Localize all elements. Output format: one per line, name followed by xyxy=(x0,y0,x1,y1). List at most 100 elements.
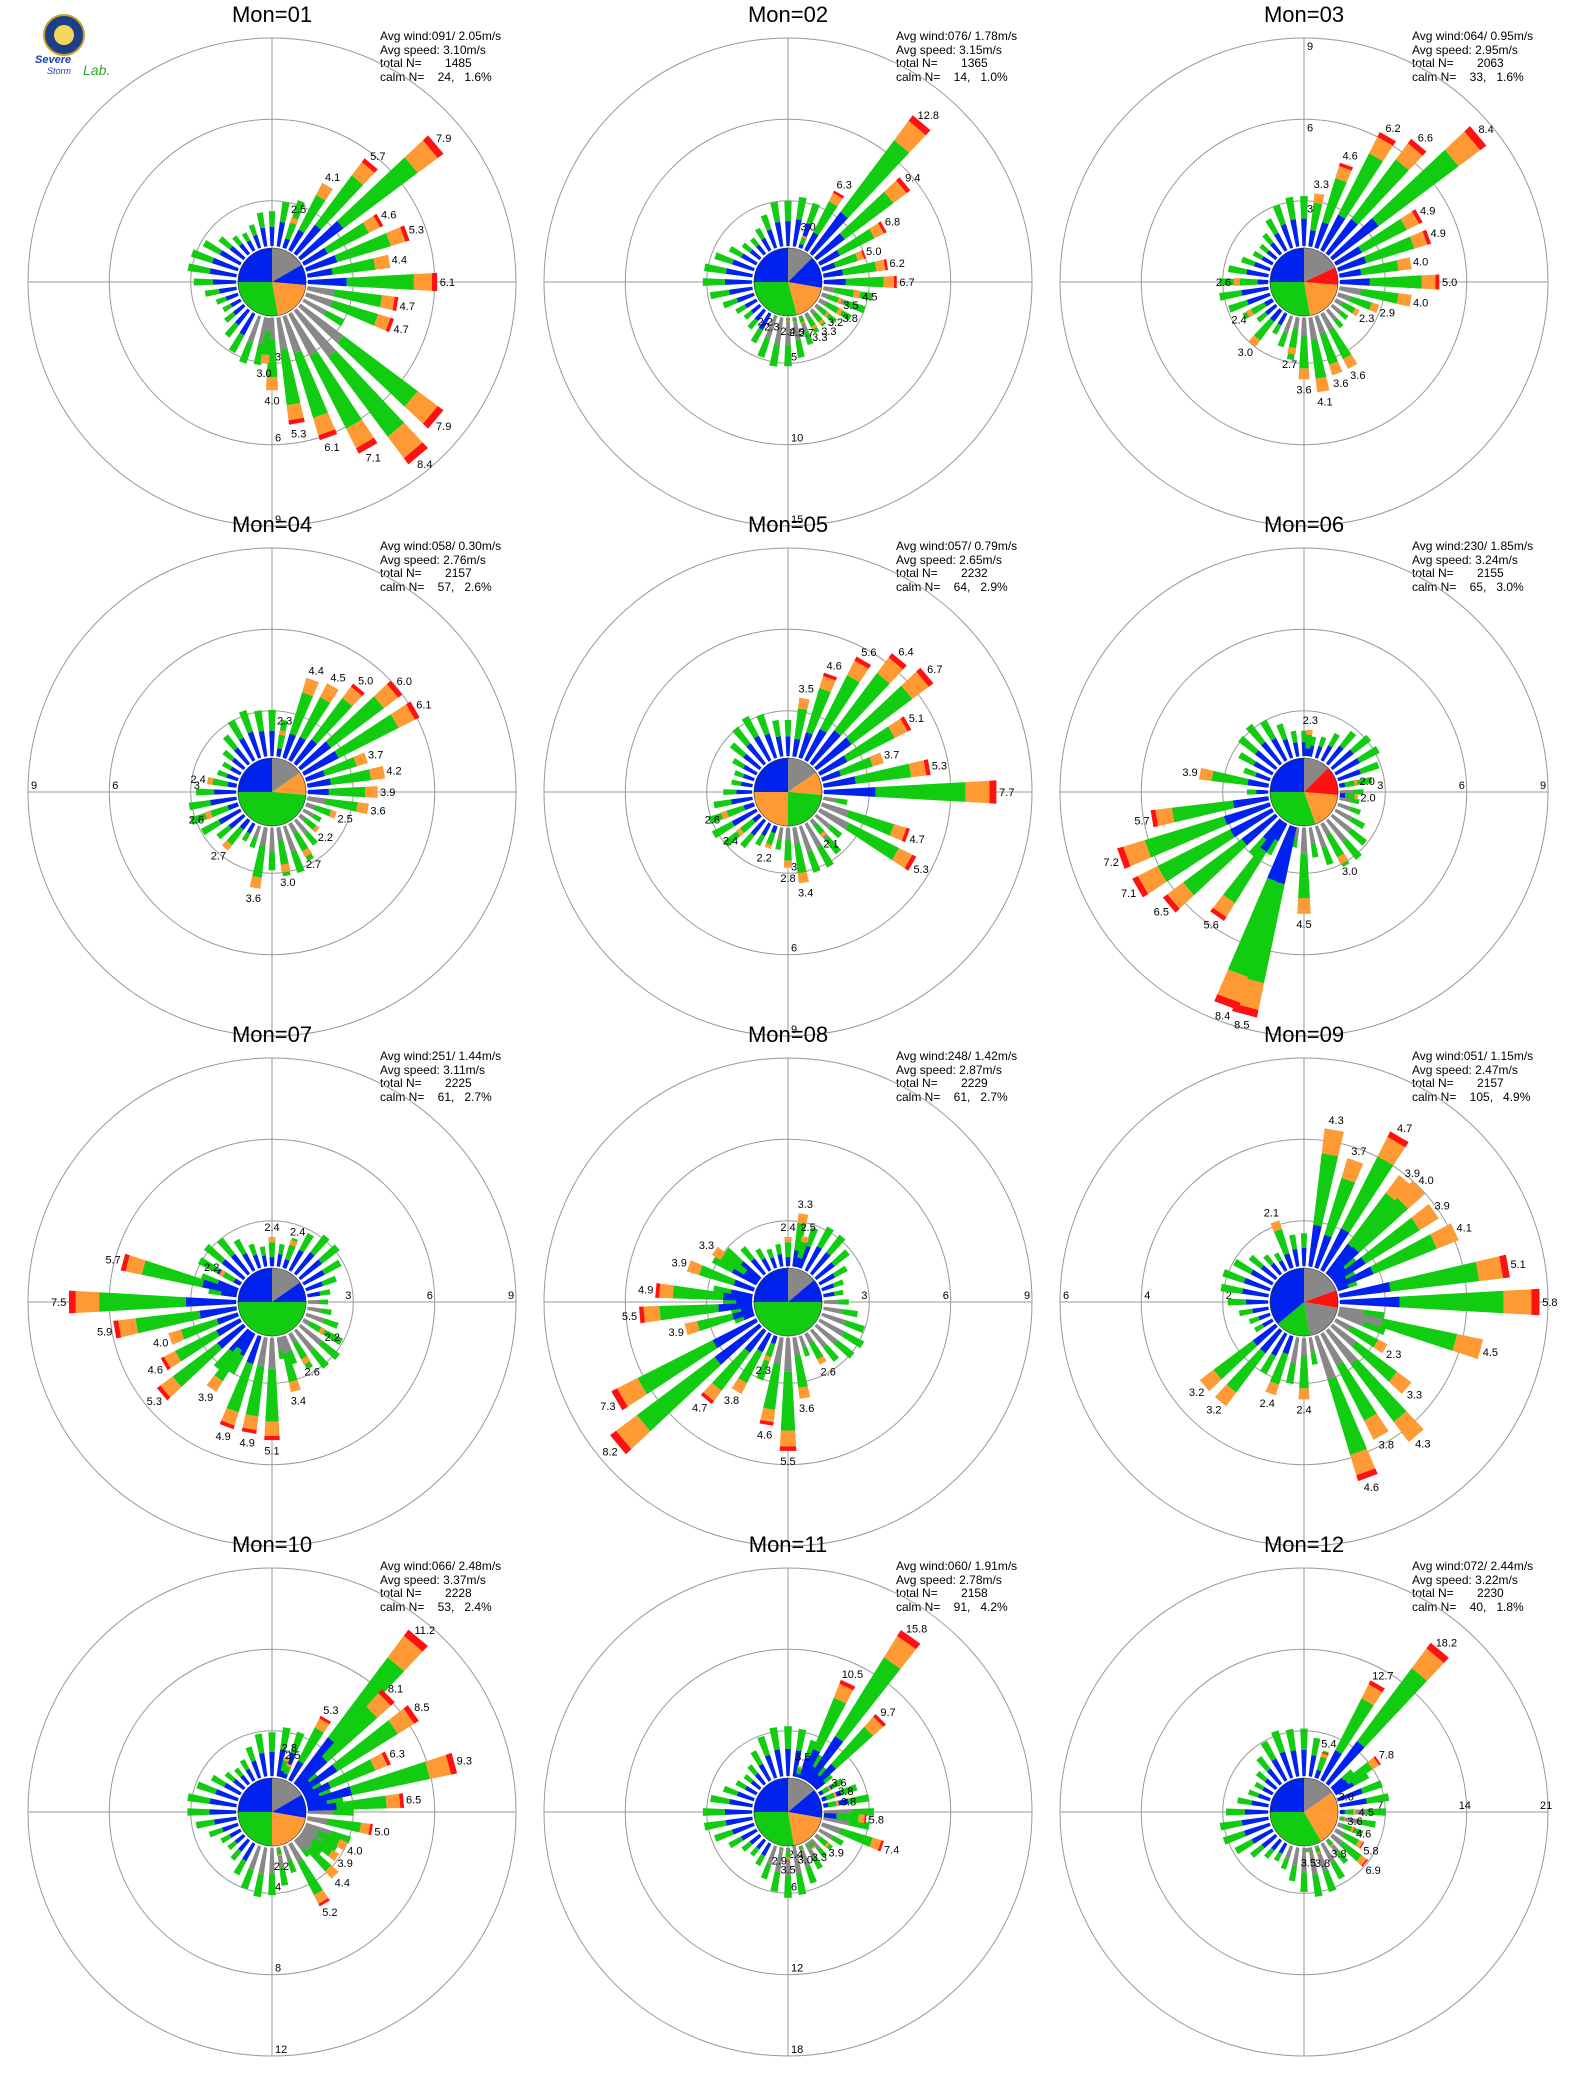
wind-bar-fast xyxy=(1350,1448,1376,1476)
ring-label: 3 xyxy=(345,1290,351,1302)
wind-bar-mid xyxy=(839,191,894,240)
minor-bar-inner xyxy=(725,1809,752,1815)
wind-bar-mid xyxy=(1327,1840,1334,1847)
minor-bar-outer xyxy=(817,845,834,868)
wind-bar-fast xyxy=(351,162,375,185)
minor-bar-inner xyxy=(1241,286,1269,296)
bar-value-label: 5.8 xyxy=(1542,1297,1557,1309)
wind-bar-mid xyxy=(1338,153,1383,219)
minor-bar-outer xyxy=(268,709,276,731)
wind-bar-peak xyxy=(821,832,827,838)
center-pie-slice xyxy=(1304,282,1338,316)
wind-bar-peak xyxy=(156,1385,171,1401)
center-pie-slice xyxy=(238,1778,272,1812)
minor-bar-inner xyxy=(732,259,755,272)
bar-value-label: 2.2 xyxy=(757,852,772,864)
bar-value-label: 2.5 xyxy=(291,204,306,216)
minor-bar-inner xyxy=(756,244,767,256)
wind-bar-slow xyxy=(798,315,804,319)
panel-title: Mon=12 xyxy=(1263,1532,1345,1557)
wind-bar-fast xyxy=(798,1386,810,1397)
bar-value-label: 3.0 xyxy=(798,1855,813,1867)
wind-bar-peak xyxy=(1265,1389,1277,1396)
minor-bar-outer xyxy=(722,298,739,309)
wind-bar-fast xyxy=(892,848,913,869)
wind-bar-mid xyxy=(1273,1228,1290,1256)
minor-bar-outer xyxy=(196,788,215,796)
wind-bar-slow xyxy=(1339,1296,1400,1308)
logo-text-lab: Lab. xyxy=(83,62,111,78)
minor-bar-outer xyxy=(728,1836,744,1849)
minor-bar-inner xyxy=(798,1245,811,1269)
wind-bar-mid xyxy=(720,1252,748,1275)
ring-label: 9 xyxy=(1540,780,1546,792)
windrose-panel: Mon=06 Avg wind:230/ 1.85m/s Avg speed: 3.… xyxy=(1044,512,1564,1040)
minor-bar-inner xyxy=(248,1845,262,1871)
wind-bar-fast xyxy=(763,1355,772,1361)
minor-bar-outer xyxy=(1338,310,1349,320)
center-pie-slice xyxy=(788,282,822,315)
wind-bar-slow xyxy=(1337,1822,1344,1829)
minor-bar-inner xyxy=(305,1281,324,1292)
minor-bar-outer xyxy=(200,1273,219,1285)
wind-bar-mid xyxy=(326,1818,362,1833)
minor-bar-inner xyxy=(259,1752,268,1777)
center-pie-slice xyxy=(1304,1792,1339,1818)
minor-bar-inner xyxy=(242,1842,256,1862)
wind-bar-slow xyxy=(1305,1847,1310,1850)
wind-bar-mid xyxy=(336,1795,387,1810)
wind-bar-slow xyxy=(1264,298,1274,307)
wind-bar-peak xyxy=(1356,779,1358,786)
bar-value-label: 2.5 xyxy=(285,1750,300,1762)
wind-bar-peak xyxy=(268,1237,276,1239)
avg-wind-text: Avg wind:066/ 2.48m/s xyxy=(380,1559,502,1573)
bar-value-label: 4.7 xyxy=(393,324,408,336)
center-pie-outline xyxy=(753,1777,823,1847)
minor-bar-inner xyxy=(219,250,242,266)
ring-label: 6 xyxy=(1307,122,1313,134)
wind-bar-peak xyxy=(1339,162,1354,171)
wind-bar-peak xyxy=(1424,1203,1439,1221)
avg-speed-text: Avg speed: 2.95m/s xyxy=(1412,42,1518,57)
minor-bar-inner xyxy=(1271,1332,1288,1357)
ring-label: 21 xyxy=(1540,1800,1552,1812)
bar-value-label: 4.6 xyxy=(1342,150,1357,162)
wind-bar-peak xyxy=(1355,1809,1357,1815)
minor-bar-outer xyxy=(827,824,843,839)
wind-bar-slow xyxy=(809,211,848,256)
minor-bar-inner xyxy=(774,221,784,247)
minor-bar-outer xyxy=(711,1255,735,1273)
minor-bar-inner xyxy=(742,773,755,782)
wind-bar-fast xyxy=(1364,1413,1386,1436)
wind-bar-mid xyxy=(740,818,756,833)
minor-bar-outer xyxy=(709,289,730,300)
wind-bar-peak xyxy=(1499,1254,1510,1279)
wind-bar-slow xyxy=(804,1332,814,1344)
minor-bar-inner xyxy=(749,249,762,261)
wind-bar-slow xyxy=(1330,1833,1344,1846)
wind-bar-slow xyxy=(276,748,282,757)
bar-value-label: 5.1 xyxy=(1510,1259,1525,1271)
wind-bar-slow xyxy=(298,303,344,344)
wind-bar-peak xyxy=(1316,1852,1322,1855)
avg-speed-text: Avg speed: 3.15m/s xyxy=(896,42,1002,57)
bar-value-label: 3.2 xyxy=(1206,1404,1221,1416)
bar-value-label: 5.6 xyxy=(1204,920,1219,932)
minor-bar-inner xyxy=(276,1337,283,1350)
lab-logo: Severe Storm Lab. xyxy=(35,14,125,78)
bar-value-label: 7.7 xyxy=(999,787,1014,799)
wind-bar-mid xyxy=(333,289,383,308)
wind-bar-mid xyxy=(1313,1153,1339,1227)
bar-value-label: 5.9 xyxy=(97,1327,112,1339)
minor-bar-outer xyxy=(210,1774,227,1788)
minor-bar-outer xyxy=(743,310,754,320)
center-pie-slice xyxy=(754,1268,788,1302)
wind-bar-mid xyxy=(636,1357,721,1432)
wind-bar-peak xyxy=(1426,1642,1449,1663)
wind-bar-mid xyxy=(1298,853,1310,899)
minor-bar-outer xyxy=(228,332,245,354)
wind-bar-mid xyxy=(813,1697,847,1753)
wind-bar-slow xyxy=(821,770,841,782)
minor-bar-outer xyxy=(1240,256,1256,267)
wind-bar-slow xyxy=(217,1323,246,1349)
